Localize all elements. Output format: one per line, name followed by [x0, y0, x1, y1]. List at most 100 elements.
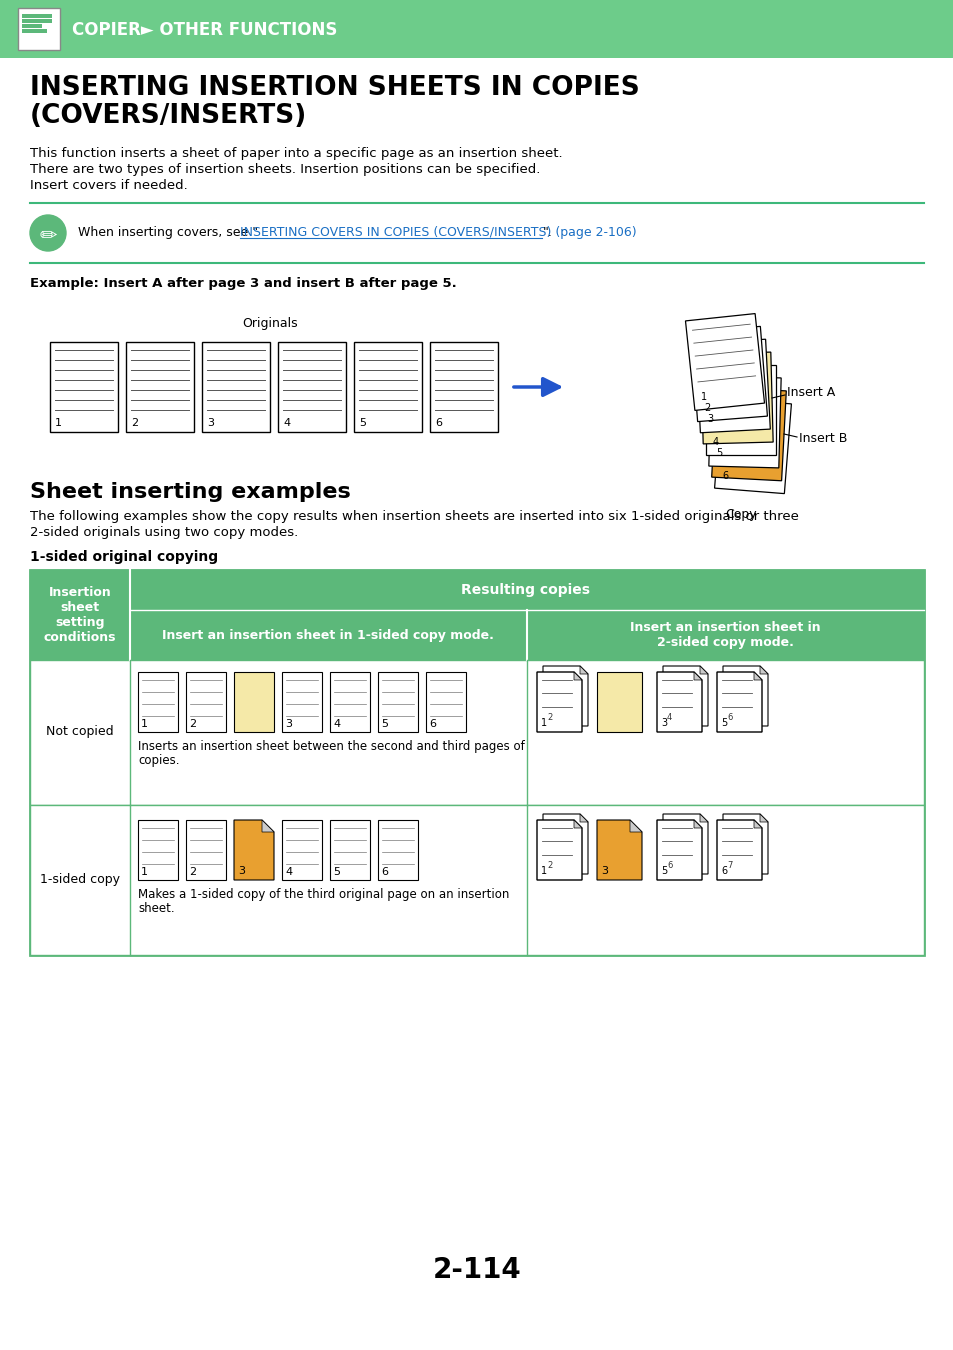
Bar [50, 342, 118, 432]
Polygon shape [693, 672, 701, 680]
Polygon shape [574, 819, 581, 828]
Text: sheet.: sheet. [138, 902, 174, 915]
Text: 2: 2 [703, 404, 709, 413]
Bar [705, 364, 775, 455]
Text: 1: 1 [141, 720, 148, 729]
Text: When inserting covers, see ": When inserting covers, see " [78, 225, 258, 239]
Bar [711, 387, 785, 481]
Text: Insert an insertion sheet in
2-sided copy mode.: Insert an insertion sheet in 2-sided cop… [629, 621, 820, 649]
Text: 1-sided original copying: 1-sided original copying [30, 549, 218, 564]
Text: 6: 6 [380, 867, 388, 878]
Text: Insert covers if needed.: Insert covers if needed. [30, 180, 188, 192]
Text: ".: ". [542, 225, 552, 239]
Text: 1: 1 [141, 867, 148, 878]
Bar [30, 570, 923, 660]
Text: Insert an insertion sheet in 1-sided copy mode.: Insert an insertion sheet in 1-sided cop… [162, 629, 494, 641]
Text: 2-114: 2-114 [432, 1256, 521, 1284]
Polygon shape [753, 672, 761, 680]
Text: 2: 2 [546, 861, 552, 869]
Bar [277, 342, 346, 432]
Text: 6: 6 [720, 865, 726, 876]
Bar [377, 819, 417, 880]
Text: 1: 1 [55, 418, 62, 428]
Polygon shape [233, 819, 274, 880]
Polygon shape [717, 672, 761, 732]
Text: 2: 2 [546, 713, 552, 722]
Polygon shape [760, 666, 767, 674]
Circle shape [30, 215, 66, 251]
Polygon shape [662, 814, 707, 873]
Text: 4: 4 [333, 720, 340, 729]
Bar [330, 672, 370, 732]
Text: INSERTING INSERTION SHEETS IN COPIES: INSERTING INSERTION SHEETS IN COPIES [30, 76, 639, 101]
Polygon shape [753, 819, 761, 828]
Polygon shape [574, 672, 581, 680]
Bar [30, 660, 923, 805]
Bar [22, 14, 52, 18]
Text: 1-sided copy: 1-sided copy [40, 873, 120, 887]
Bar [126, 342, 193, 432]
Text: 5: 5 [358, 418, 366, 428]
Bar [138, 819, 178, 880]
Polygon shape [537, 672, 581, 732]
Text: Insert A: Insert A [786, 386, 835, 400]
Bar [22, 19, 52, 23]
Text: Originals: Originals [242, 317, 297, 329]
Text: Resulting copies: Resulting copies [461, 583, 590, 597]
Polygon shape [700, 814, 707, 822]
Text: 6: 6 [429, 720, 436, 729]
Polygon shape [597, 819, 641, 880]
Text: Inserts an insertion sheet between the second and third pages of: Inserts an insertion sheet between the s… [138, 740, 524, 753]
Bar [597, 672, 641, 732]
Text: This function inserts a sheet of paper into a specific page as an insertion shee: This function inserts a sheet of paper i… [30, 147, 562, 161]
Bar [354, 342, 421, 432]
Text: Sheet inserting examples: Sheet inserting examples [30, 482, 351, 502]
Bar [690, 327, 766, 421]
Bar [708, 377, 781, 468]
Text: There are two types of insertion sheets. Insertion positions can be specified.: There are two types of insertion sheets.… [30, 163, 539, 176]
Bar [186, 672, 226, 732]
Text: ✏: ✏ [39, 225, 56, 244]
Text: 2: 2 [189, 867, 196, 878]
Polygon shape [542, 814, 587, 873]
Text: 1: 1 [700, 392, 706, 402]
Text: Insert B: Insert B [799, 432, 846, 446]
Polygon shape [537, 819, 581, 880]
Text: Copy: Copy [724, 508, 756, 521]
Bar [186, 819, 226, 880]
Bar [282, 819, 322, 880]
Polygon shape [717, 819, 761, 880]
Polygon shape [700, 666, 707, 674]
Bar [282, 672, 322, 732]
Bar [138, 672, 178, 732]
Bar [30, 570, 923, 954]
Text: 2-sided originals using two copy modes.: 2-sided originals using two copy modes. [30, 526, 298, 539]
Polygon shape [579, 666, 587, 674]
Polygon shape [629, 819, 641, 832]
Text: 5: 5 [333, 867, 339, 878]
Bar [233, 672, 274, 732]
Text: 3: 3 [207, 418, 213, 428]
Text: 4: 4 [666, 713, 672, 722]
Text: 4: 4 [285, 867, 292, 878]
Text: 6: 6 [435, 418, 441, 428]
Text: 3: 3 [600, 865, 607, 876]
Polygon shape [262, 819, 274, 832]
Polygon shape [579, 814, 587, 822]
Text: copies.: copies. [138, 755, 179, 767]
Polygon shape [657, 672, 701, 732]
Text: 7: 7 [726, 861, 732, 869]
Polygon shape [722, 666, 767, 726]
Text: 2: 2 [189, 720, 196, 729]
Text: 5: 5 [380, 720, 388, 729]
Text: The following examples show the copy results when insertion sheets are inserted : The following examples show the copy res… [30, 510, 798, 522]
Text: 3: 3 [285, 720, 292, 729]
Polygon shape [657, 819, 701, 880]
Text: 4: 4 [283, 418, 290, 428]
Text: 6: 6 [726, 713, 732, 722]
Bar [22, 24, 42, 28]
Text: COPIER► OTHER FUNCTIONS: COPIER► OTHER FUNCTIONS [71, 22, 337, 39]
Text: (COVERS/INSERTS): (COVERS/INSERTS) [30, 103, 307, 130]
Text: 5: 5 [660, 865, 666, 876]
Polygon shape [760, 814, 767, 822]
